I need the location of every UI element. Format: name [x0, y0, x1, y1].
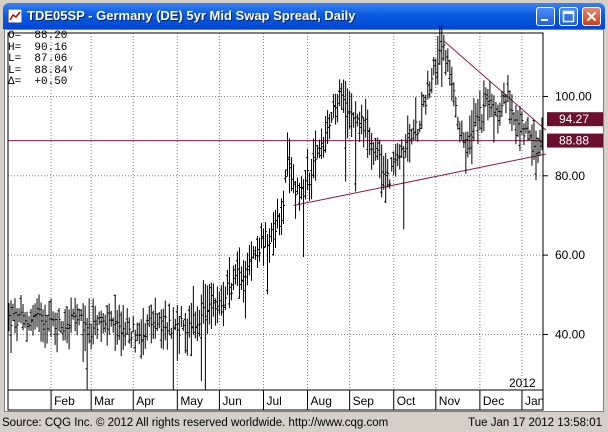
trendline-upper	[443, 40, 547, 131]
minimize-button[interactable]	[536, 7, 555, 26]
x-tick-label: Aug	[311, 394, 332, 408]
status-footer: Source: CQG Inc. © 2012 All rights reser…	[0, 415, 608, 432]
window-title: TDE05SP - Germany (DE) 5yr Mid Swap Spre…	[27, 8, 356, 23]
title-bar[interactable]: TDE05SP - Germany (DE) 5yr Mid Swap Spre…	[3, 3, 605, 29]
x-tick-label: May	[180, 394, 203, 408]
source-credit: Source: CQG Inc. © 2012 All rights reser…	[2, 417, 389, 429]
price-badges: 94.27 88.88	[547, 112, 603, 148]
x-tick-label: Nov	[439, 394, 460, 408]
price-badge-bg	[547, 112, 603, 127]
x-tick-label: Jun	[222, 394, 241, 408]
x-tick-label: Oct	[397, 394, 416, 408]
x-tick-label: Feb	[54, 394, 75, 408]
close-icon	[586, 11, 597, 22]
price-badge-label: 94.27	[559, 112, 589, 126]
x-tick-label: Jul	[266, 394, 281, 408]
axes: 100.00 80.00 60.00 40.00 Feb Mar Apr May Jun Jul A…	[7, 32, 592, 411]
maximize-icon	[562, 10, 575, 23]
high-readout: H= 90.16	[8, 41, 68, 54]
y-tick-label: 100.00	[555, 89, 592, 103]
chart-app-icon	[8, 9, 22, 23]
y-tick-label: 80.00	[555, 169, 585, 183]
change-readout: Δ= +0.50	[8, 76, 68, 88]
trendline-lower	[293, 153, 547, 207]
trendlines	[8, 40, 547, 207]
x-tick-label: Apr	[136, 394, 155, 408]
price-badge-label: 88.88	[559, 134, 589, 148]
maximize-button[interactable]	[559, 7, 578, 26]
x-tick-label: Jan	[525, 394, 544, 408]
close-button[interactable]	[582, 7, 601, 26]
x-axis-strip	[7, 389, 544, 411]
x-tick-label: Sep	[353, 394, 375, 408]
price-bars	[7, 25, 544, 411]
price-badge-bg	[547, 133, 603, 148]
timestamp: Tue Jan 17 2012 13:58:01	[468, 417, 602, 429]
year-label: 2012	[509, 376, 536, 390]
price-chart[interactable]: 100.00 80.00 60.00 40.00 Feb Mar Apr May Jun Jul A…	[0, 0, 608, 415]
low-readout: L= 87.06	[8, 53, 68, 65]
x-tick-label: Mar	[94, 394, 115, 408]
chart-window: TDE05SP - Germany (DE) 5yr Mid Swap Spre…	[0, 0, 608, 415]
ohlc-readouts: O= 88.20 H= 90.16 L= 87.06 L= 88.84ᵛ Δ= …	[8, 30, 75, 89]
minimize-icon	[541, 19, 548, 21]
y-tick-label: 60.00	[555, 248, 585, 262]
open-readout: O= 88.20	[8, 30, 68, 42]
x-tick-label: Dec	[483, 394, 504, 408]
last-readout: L= 88.84ᵛ	[8, 64, 75, 77]
y-tick-label: 40.00	[555, 327, 585, 341]
